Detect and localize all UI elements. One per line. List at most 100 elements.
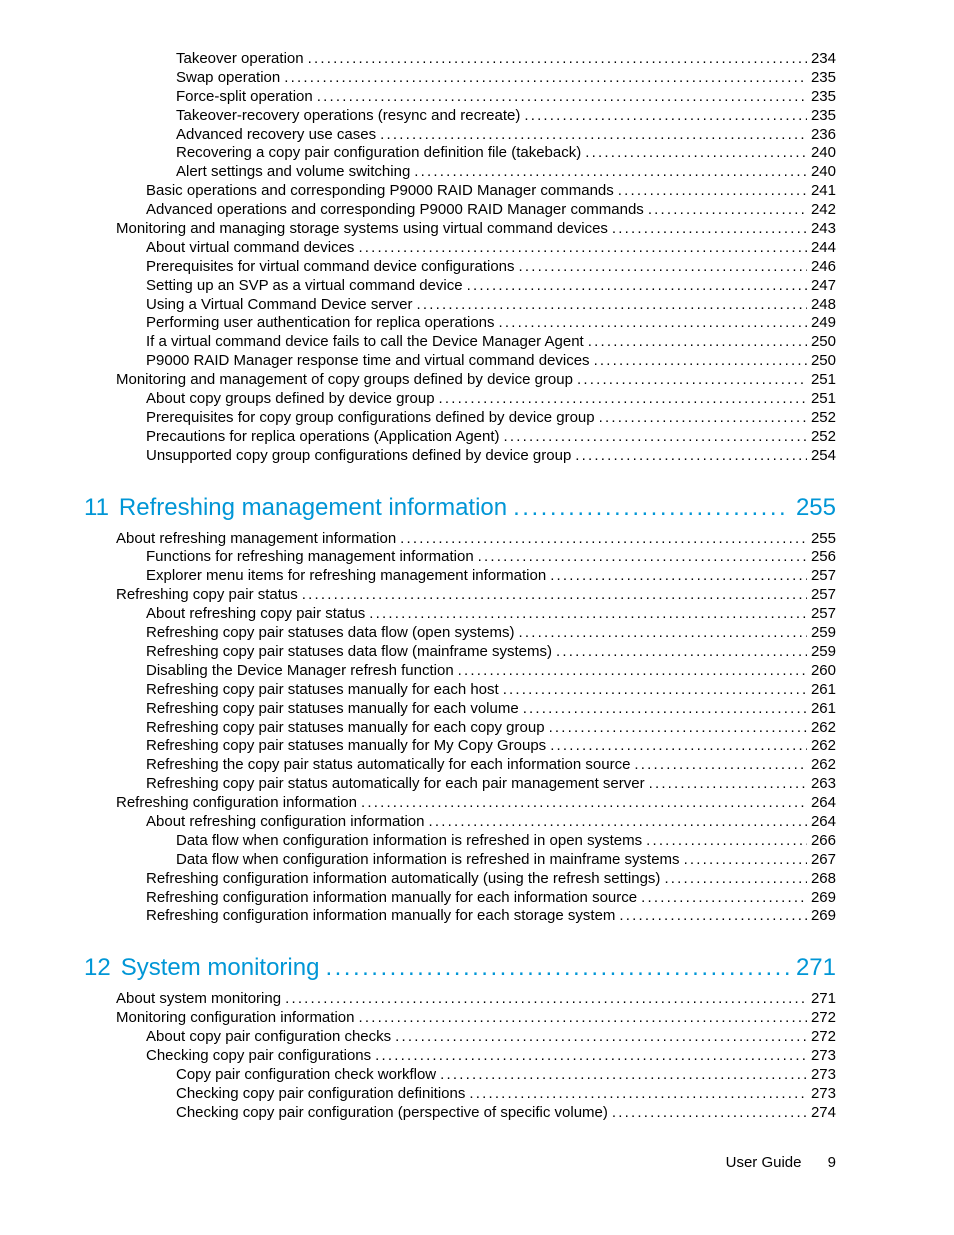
- toc-entry-title[interactable]: About copy groups defined by device grou…: [146, 390, 435, 409]
- toc-entry-title[interactable]: Takeover operation: [176, 50, 304, 69]
- toc-entry-page[interactable]: 240: [811, 163, 836, 182]
- toc-entry-title[interactable]: Disabling the Device Manager refresh fun…: [146, 662, 454, 681]
- toc-entry-title[interactable]: Refreshing configuration information man…: [146, 889, 637, 908]
- toc-entry-page[interactable]: 249: [811, 314, 836, 333]
- toc-entry-title[interactable]: Advanced operations and corresponding P9…: [146, 201, 644, 220]
- toc-chapter-page[interactable]: 271: [796, 954, 836, 982]
- toc-entry-page[interactable]: 256: [811, 548, 836, 567]
- toc-entry-title[interactable]: If a virtual command device fails to cal…: [146, 333, 584, 352]
- toc-entry-title[interactable]: Force-split operation: [176, 88, 313, 107]
- toc-entry-title[interactable]: Refreshing copy pair statuses data flow …: [146, 643, 552, 662]
- toc-entry-page[interactable]: 264: [811, 794, 836, 813]
- toc-entry-page[interactable]: 236: [811, 126, 836, 145]
- toc-entry-page[interactable]: 262: [811, 737, 836, 756]
- toc-entry-title[interactable]: Alert settings and volume switching: [176, 163, 410, 182]
- toc-entry-page[interactable]: 266: [811, 832, 836, 851]
- toc-entry-page[interactable]: 252: [811, 428, 836, 447]
- toc-entry-page[interactable]: 259: [811, 624, 836, 643]
- toc-entry-title[interactable]: Monitoring and managing storage systems …: [116, 220, 608, 239]
- toc-entry-page[interactable]: 260: [811, 662, 836, 681]
- toc-entry-page[interactable]: 262: [811, 719, 836, 738]
- toc-entry-title[interactable]: Refreshing copy pair statuses manually f…: [146, 700, 519, 719]
- toc-entry-title[interactable]: About refreshing management information: [116, 530, 396, 549]
- toc-entry-title[interactable]: Explorer menu items for refreshing manag…: [146, 567, 546, 586]
- toc-entry-title[interactable]: Refreshing configuration information man…: [146, 907, 615, 926]
- toc-entry-title[interactable]: Takeover-recovery operations (resync and…: [176, 107, 520, 126]
- toc-entry-title[interactable]: Prerequisites for virtual command device…: [146, 258, 515, 277]
- toc-entry-title[interactable]: About virtual command devices: [146, 239, 354, 258]
- toc-entry-title[interactable]: Monitoring configuration information: [116, 1009, 354, 1028]
- toc-entry-page[interactable]: 235: [811, 69, 836, 88]
- toc-chapter-title[interactable]: System monitoring: [121, 954, 320, 982]
- toc-entry-title[interactable]: Refreshing copy pair status automaticall…: [146, 775, 645, 794]
- toc-entry-page[interactable]: 257: [811, 605, 836, 624]
- toc-entry-title[interactable]: Checking copy pair configurations: [146, 1047, 371, 1066]
- toc-entry-page[interactable]: 257: [811, 567, 836, 586]
- toc-entry-page[interactable]: 251: [811, 371, 836, 390]
- toc-entry-page[interactable]: 241: [811, 182, 836, 201]
- toc-chapter-title[interactable]: Refreshing management information: [119, 494, 507, 522]
- toc-entry-page[interactable]: 244: [811, 239, 836, 258]
- toc-entry-page[interactable]: 273: [811, 1085, 836, 1104]
- toc-entry-page[interactable]: 262: [811, 756, 836, 775]
- toc-entry-page[interactable]: 269: [811, 889, 836, 908]
- toc-entry-title[interactable]: Refreshing copy pair statuses manually f…: [146, 737, 546, 756]
- toc-entry-title[interactable]: Refreshing the copy pair status automati…: [146, 756, 630, 775]
- toc-entry-title[interactable]: Advanced recovery use cases: [176, 126, 376, 145]
- toc-entry-page[interactable]: 234: [811, 50, 836, 69]
- toc-entry-page[interactable]: 269: [811, 907, 836, 926]
- toc-entry-page[interactable]: 250: [811, 352, 836, 371]
- toc-entry-title[interactable]: Monitoring and management of copy groups…: [116, 371, 573, 390]
- toc-entry-title[interactable]: Prerequisites for copy group configurati…: [146, 409, 595, 428]
- toc-entry-title[interactable]: About refreshing copy pair status: [146, 605, 365, 624]
- toc-entry-page[interactable]: 240: [811, 144, 836, 163]
- toc-entry-title[interactable]: Copy pair configuration check workflow: [176, 1066, 436, 1085]
- toc-entry-page[interactable]: 243: [811, 220, 836, 239]
- toc-entry-title[interactable]: P9000 RAID Manager response time and vir…: [146, 352, 590, 371]
- toc-entry-title[interactable]: About copy pair configuration checks: [146, 1028, 391, 1047]
- toc-entry-page[interactable]: 272: [811, 1028, 836, 1047]
- toc-entry-page[interactable]: 267: [811, 851, 836, 870]
- toc-entry-page[interactable]: 261: [811, 681, 836, 700]
- toc-entry-title[interactable]: Basic operations and corresponding P9000…: [146, 182, 614, 201]
- toc-entry-title[interactable]: Refreshing copy pair statuses manually f…: [146, 681, 499, 700]
- toc-entry-title[interactable]: Unsupported copy group configurations de…: [146, 447, 571, 466]
- toc-entry-page[interactable]: 257: [811, 586, 836, 605]
- toc-entry-title[interactable]: Setting up an SVP as a virtual command d…: [146, 277, 463, 296]
- toc-entry-title[interactable]: Recovering a copy pair configuration def…: [176, 144, 581, 163]
- toc-entry-title[interactable]: Refreshing copy pair status: [116, 586, 298, 605]
- toc-entry-page[interactable]: 254: [811, 447, 836, 466]
- toc-entry-title[interactable]: Data flow when configuration information…: [176, 851, 680, 870]
- toc-entry-page[interactable]: 268: [811, 870, 836, 889]
- toc-entry-title[interactable]: Checking copy pair configuration definit…: [176, 1085, 465, 1104]
- toc-entry-title[interactable]: Refreshing configuration information: [116, 794, 357, 813]
- toc-entry-page[interactable]: 272: [811, 1009, 836, 1028]
- toc-entry-title[interactable]: Checking copy pair configuration (perspe…: [176, 1104, 608, 1123]
- toc-entry-title[interactable]: Precautions for replica operations (Appl…: [146, 428, 500, 447]
- toc-entry-page[interactable]: 242: [811, 201, 836, 220]
- toc-entry-page[interactable]: 261: [811, 700, 836, 719]
- toc-entry-title[interactable]: Refreshing configuration information aut…: [146, 870, 660, 889]
- toc-entry-page[interactable]: 246: [811, 258, 836, 277]
- toc-entry-title[interactable]: Refreshing copy pair statuses data flow …: [146, 624, 515, 643]
- toc-entry-title[interactable]: Performing user authentication for repli…: [146, 314, 495, 333]
- toc-entry-page[interactable]: 263: [811, 775, 836, 794]
- toc-entry-page[interactable]: 273: [811, 1066, 836, 1085]
- toc-entry-page[interactable]: 274: [811, 1104, 836, 1123]
- toc-entry-page[interactable]: 255: [811, 530, 836, 549]
- toc-entry-page[interactable]: 252: [811, 409, 836, 428]
- toc-chapter-page[interactable]: 255: [796, 494, 836, 522]
- toc-entry-page[interactable]: 235: [811, 107, 836, 126]
- toc-entry-title[interactable]: Functions for refreshing management info…: [146, 548, 474, 567]
- toc-entry-page[interactable]: 248: [811, 296, 836, 315]
- toc-entry-page[interactable]: 259: [811, 643, 836, 662]
- toc-entry-page[interactable]: 251: [811, 390, 836, 409]
- toc-entry-title[interactable]: Data flow when configuration information…: [176, 832, 642, 851]
- toc-entry-title[interactable]: Refreshing copy pair statuses manually f…: [146, 719, 545, 738]
- toc-entry-page[interactable]: 247: [811, 277, 836, 296]
- toc-entry-page[interactable]: 264: [811, 813, 836, 832]
- toc-entry-page[interactable]: 235: [811, 88, 836, 107]
- toc-entry-page[interactable]: 271: [811, 990, 836, 1009]
- toc-entry-page[interactable]: 250: [811, 333, 836, 352]
- toc-entry-title[interactable]: About refreshing configuration informati…: [146, 813, 425, 832]
